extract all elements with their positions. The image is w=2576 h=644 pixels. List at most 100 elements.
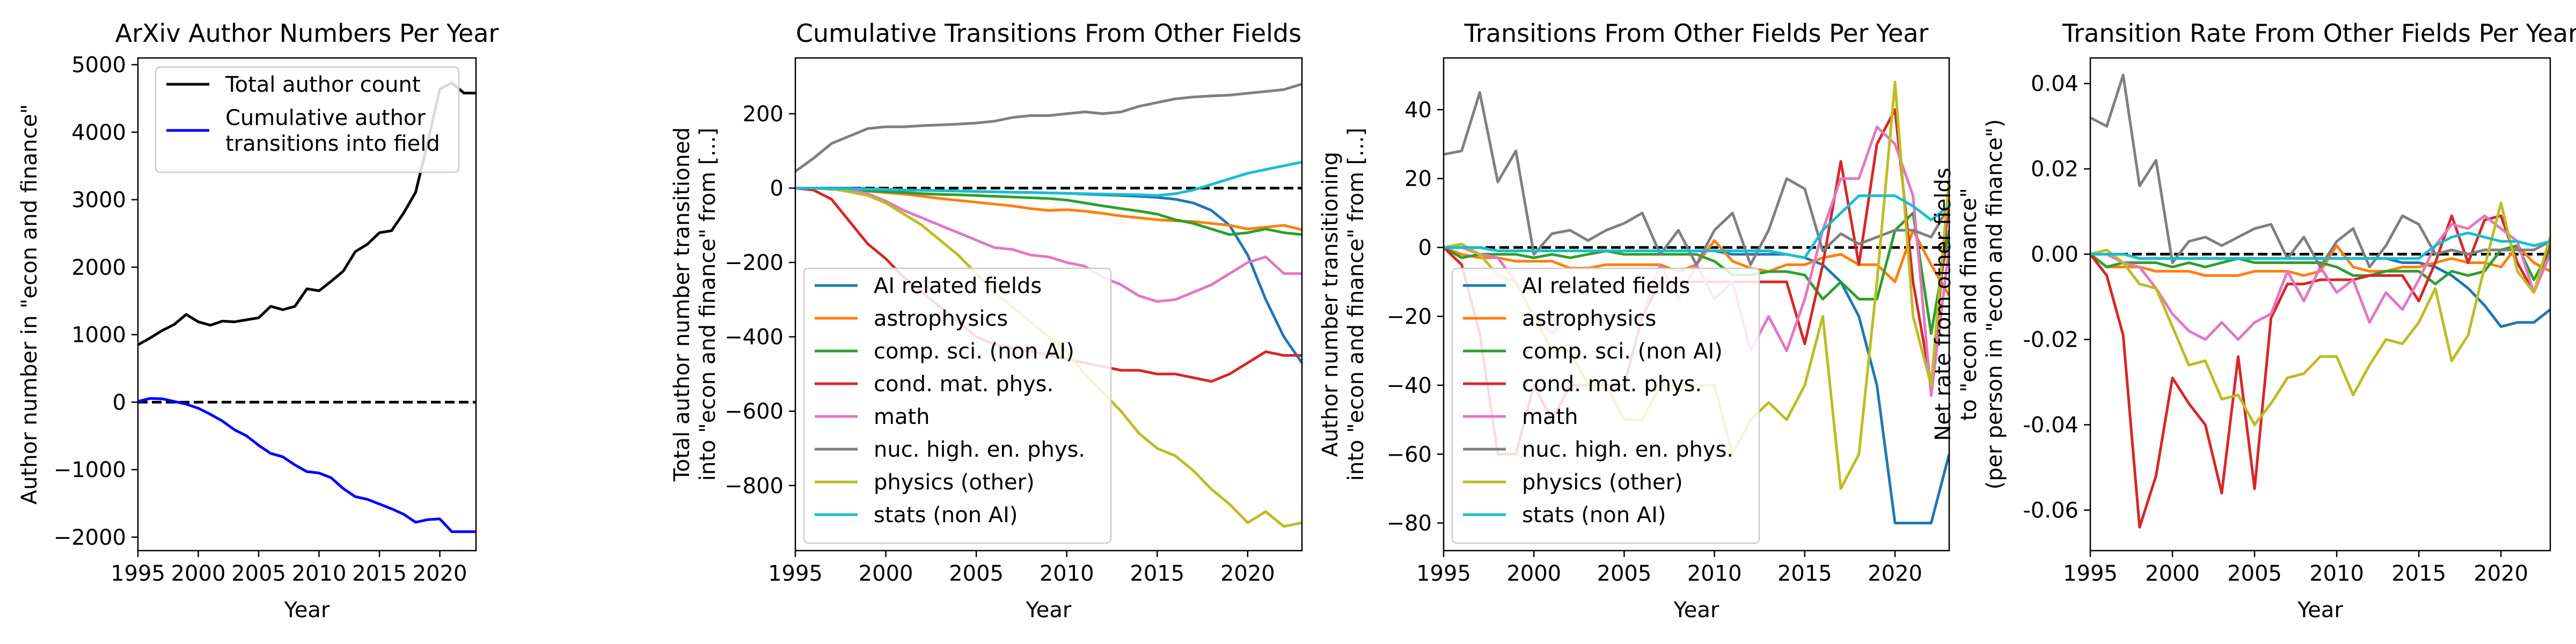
chart-panel-2: Cumulative Transitions From Other Fields… [670, 19, 1303, 623]
y-axis-label: (per person in "econ and finance") [1982, 119, 2007, 489]
legend-entry-label: Total author count [225, 72, 421, 97]
y-tick-label: 5000 [71, 53, 126, 78]
legend-entry-label: stats (non AI) [874, 503, 1018, 528]
x-tick-label: 1995 [111, 561, 165, 586]
legend-entry-label: cond. mat. phys. [874, 372, 1053, 397]
chart-title: Transition Rate From Other Fields Per Ye… [2062, 19, 2576, 48]
y-tick-label: 0.02 [2031, 157, 2079, 182]
legend-entry-label: math [1522, 405, 1578, 429]
y-tick-label: 0 [1418, 236, 1432, 260]
legend: AI related fields astrophysics comp. sci. … [803, 267, 1112, 544]
series-line [2090, 244, 2550, 277]
legend-entry-label: AI related fields [874, 274, 1042, 298]
chart-panel-4: Transition Rate From Other Fields Per Ye… [1931, 19, 2576, 623]
x-tick-label: 2015 [352, 561, 407, 586]
legend-entry-label: stats (non AI) [1522, 503, 1666, 528]
legend-entry-label: cond. mat. phys. [1522, 372, 1702, 397]
y-tick-label: 1000 [71, 323, 126, 348]
series-line [138, 82, 476, 346]
y-tick-label: −20 [1387, 304, 1432, 329]
series-line [2090, 74, 2550, 268]
x-tick-label: 2015 [2391, 561, 2446, 586]
y-tick-label: 200 [743, 102, 784, 127]
plot-frame [1443, 57, 1950, 552]
x-tick-label: 2005 [1597, 561, 1652, 586]
y-axis-label: to "econ and finance" [1957, 188, 1981, 421]
plot-frame [794, 57, 1303, 552]
legend-entry-label: astrophysics [874, 306, 1008, 331]
series-line [1444, 194, 1949, 259]
x-tick-label: 2000 [2145, 561, 2200, 586]
y-tick-label: −80 [1387, 511, 1432, 536]
y-tick-label: 2000 [71, 255, 126, 280]
x-tick-label: 2020 [1220, 561, 1275, 586]
y-tick-label: −60 [1387, 442, 1432, 467]
y-tick-label: 4000 [71, 120, 126, 145]
x-tick-label: 2005 [949, 561, 1004, 586]
y-tick-label: 40 [1404, 98, 1432, 122]
x-tick-label: 2010 [1040, 561, 1094, 586]
y-tick-label: −40 [1387, 374, 1432, 398]
y-axis-label: into "econ and finance" from [...] [696, 128, 720, 481]
series-line [2090, 231, 2550, 260]
y-axis-label: Total author number transitioned [670, 127, 694, 482]
chart-title: Transitions From Other Fields Per Year [1464, 19, 1929, 48]
series-line [2090, 214, 2550, 529]
y-tick-label: −800 [724, 474, 784, 499]
legend: Total author count Cumulative authortrans… [155, 66, 460, 173]
chart-panel-3: Transitions From Other Fields Per Year 19… [1318, 19, 1950, 623]
legend-box [803, 267, 1112, 544]
legend-entry-label: comp. sci. (non AI) [1522, 339, 1723, 364]
x-axis-label: Year [1026, 598, 1072, 623]
series-line [138, 397, 476, 533]
series-line [1444, 91, 1949, 266]
legend-box [155, 66, 460, 173]
x-tick-label: 1995 [2063, 561, 2118, 586]
legend-entry-label: astrophysics [1522, 306, 1656, 331]
legend-entry-label: physics (other) [1522, 470, 1683, 495]
y-axis-label: Author number transitioning [1318, 152, 1343, 457]
x-tick-label: 2005 [2227, 561, 2282, 586]
y-tick-label: 0.04 [2031, 72, 2079, 97]
series-line [1444, 211, 1949, 335]
series-line [795, 187, 1302, 303]
y-tick-label: −200 [724, 251, 784, 275]
legend-box [1451, 267, 1760, 544]
series-line [795, 83, 1302, 173]
x-axis-label: Year [1673, 598, 1719, 623]
x-tick-label: 1995 [1416, 561, 1471, 586]
y-tick-label: 0 [113, 390, 126, 415]
y-tick-label: 3000 [71, 188, 126, 213]
legend-entry-label: nuc. high. en. phys. [1522, 437, 1733, 462]
x-tick-label: 2020 [413, 561, 467, 586]
x-axis-label: Year [284, 598, 330, 623]
y-tick-label: -0.06 [2023, 498, 2079, 523]
y-tick-label: −1000 [54, 458, 126, 482]
legend-entry-label: math [874, 405, 930, 429]
y-tick-label: 20 [1404, 167, 1432, 192]
series-line [2090, 244, 2550, 286]
legend-entry-label: physics (other) [874, 470, 1035, 495]
x-tick-label: 1995 [768, 561, 823, 586]
plot-frame [137, 57, 477, 552]
x-tick-label: 2000 [1506, 561, 1561, 586]
plot-frame [2089, 57, 2551, 552]
x-axis-label: Year [2297, 598, 2343, 623]
x-tick-label: 2000 [859, 561, 913, 586]
chart-title: Cumulative Transitions From Other Fields [796, 19, 1301, 48]
y-axis-label: Net rate from other fields [1931, 167, 1956, 441]
series-line [2090, 201, 2550, 426]
y-tick-label: −600 [724, 399, 784, 424]
x-tick-label: 2015 [1130, 561, 1184, 586]
series-line [795, 160, 1302, 197]
y-tick-label: -0.02 [2023, 328, 2079, 353]
y-tick-label: −2000 [54, 525, 126, 550]
x-tick-label: 2020 [1868, 561, 1922, 586]
x-tick-label: 2015 [1777, 561, 1832, 586]
y-tick-label: -0.04 [2023, 413, 2079, 438]
x-tick-label: 2010 [2309, 561, 2364, 586]
y-axis-label: Author number in "econ and finance" [17, 104, 42, 504]
x-tick-label: 2005 [231, 561, 286, 586]
